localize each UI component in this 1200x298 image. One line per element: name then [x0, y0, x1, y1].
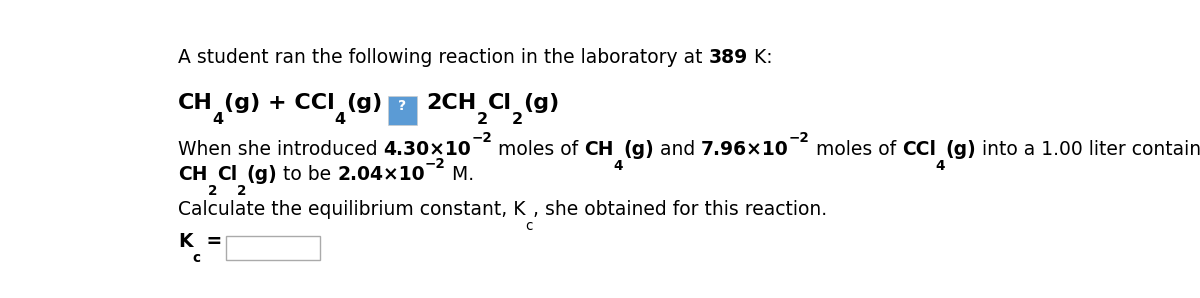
Text: (g): (g): [623, 140, 654, 159]
Text: When she introduced: When she introduced: [178, 140, 384, 159]
Text: 389: 389: [708, 48, 748, 67]
Text: Calculate the equilibrium constant, K: Calculate the equilibrium constant, K: [178, 200, 526, 219]
Text: (g) + CCl: (g) + CCl: [224, 93, 335, 113]
Text: 4: 4: [212, 112, 224, 127]
Text: CCl: CCl: [901, 140, 936, 159]
Text: 2: 2: [238, 184, 246, 198]
Text: 4.30×10: 4.30×10: [384, 140, 472, 159]
Text: =: =: [200, 232, 223, 251]
Text: −2: −2: [425, 157, 445, 171]
Text: K:: K:: [748, 48, 773, 67]
Text: (g): (g): [246, 165, 277, 184]
Text: 2: 2: [512, 112, 523, 127]
Text: ?: ?: [398, 99, 407, 113]
Text: (g): (g): [346, 93, 382, 113]
Text: 4: 4: [936, 159, 946, 173]
Text: Cl: Cl: [488, 93, 512, 113]
Text: moles of: moles of: [810, 140, 901, 159]
Text: −2: −2: [788, 131, 810, 145]
Text: A student ran the following reaction in the laboratory at: A student ran the following reaction in …: [178, 48, 708, 67]
Text: c: c: [192, 251, 200, 265]
Text: CH: CH: [584, 140, 613, 159]
Text: 2: 2: [476, 112, 488, 127]
Text: 2.04×10: 2.04×10: [337, 165, 425, 184]
Text: moles of: moles of: [492, 140, 584, 159]
Text: 4: 4: [335, 112, 346, 127]
Text: (g): (g): [946, 140, 976, 159]
Text: (g): (g): [523, 93, 559, 113]
Text: 7.96×10: 7.96×10: [701, 140, 788, 159]
Text: 2CH: 2CH: [427, 93, 476, 113]
FancyBboxPatch shape: [227, 236, 320, 260]
Text: into a 1.00 liter container, she found the equilibrium concentration of: into a 1.00 liter container, she found t…: [976, 140, 1200, 159]
Text: 4: 4: [613, 159, 623, 173]
Text: , she obtained for this reaction.: , she obtained for this reaction.: [533, 200, 827, 219]
Text: 2: 2: [208, 184, 217, 198]
Text: Cl: Cl: [217, 165, 238, 184]
Text: −2: −2: [472, 131, 492, 145]
FancyBboxPatch shape: [388, 96, 418, 125]
Text: K: K: [178, 232, 192, 251]
Text: and: and: [654, 140, 701, 159]
Text: CH: CH: [178, 93, 212, 113]
Text: M.: M.: [445, 165, 474, 184]
Text: CH: CH: [178, 165, 208, 184]
Text: to be: to be: [277, 165, 337, 184]
Text: c: c: [526, 219, 533, 233]
